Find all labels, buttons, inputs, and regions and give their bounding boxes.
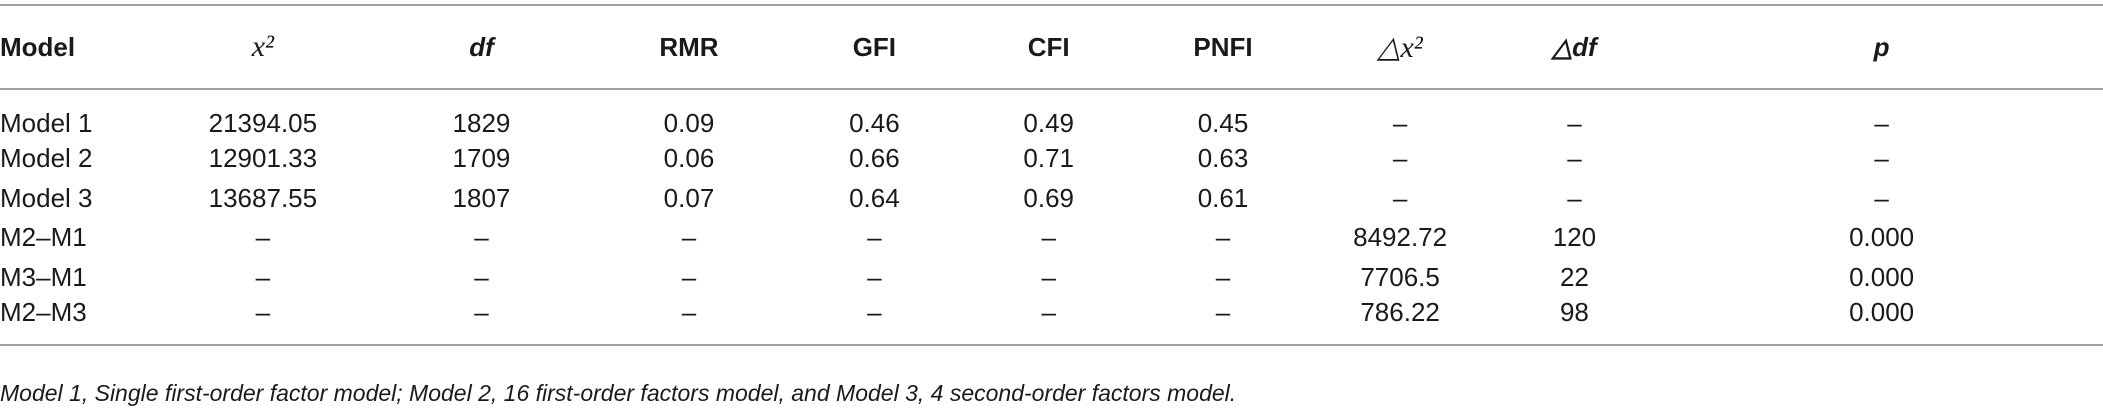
table-cell: 0.61 xyxy=(1197,182,1249,213)
table-cell: – xyxy=(785,297,963,346)
table-row: M2–M3– – – – – –786.22 98 0.000 xyxy=(0,297,2103,346)
row-label: Model 3 xyxy=(0,182,93,213)
row-label: Model 2 xyxy=(0,143,93,174)
table-cell: 13687.55 xyxy=(208,182,318,213)
table-cell: – xyxy=(255,222,271,253)
table-cell: 0.63 xyxy=(1197,143,1249,174)
table-cell: – xyxy=(681,261,697,292)
table-cell: 21394.05 xyxy=(208,108,318,138)
table-cell: – xyxy=(1874,143,1889,174)
table-body: Model 1 21394.05 1829 0.09 0.46 0.49 0.45– – – Mo… xyxy=(0,89,2103,346)
model-fit-table: Model x² df RMR GFI CFI PNFI △x² △df p Model 1 213… xyxy=(0,4,2103,346)
table-cell: 22 xyxy=(1559,261,1589,292)
table-cell: 0.66 xyxy=(849,143,900,174)
column-header: Model xyxy=(0,4,155,90)
table-row: Model 2 12901.33 1709 0.06 0.66 0.71 0.63 – – – xyxy=(0,139,2103,179)
table-cell: 0.07 xyxy=(663,182,715,213)
table-cell: 1807 xyxy=(452,182,511,213)
table-cell: 1709 xyxy=(452,143,511,174)
table-cell: – xyxy=(1567,143,1582,174)
table-cell: – xyxy=(474,261,489,292)
table-cell: – xyxy=(1567,182,1582,213)
table-cell: – xyxy=(1874,182,1889,213)
row-label: Model 1 xyxy=(0,108,93,138)
column-header: p xyxy=(1660,4,2103,90)
table-cell: – xyxy=(1392,182,1408,213)
row-label: M3–M1 xyxy=(0,261,87,292)
table-cell: – xyxy=(962,297,1135,346)
table-cell: 0.69 xyxy=(1023,182,1074,213)
column-header: △df xyxy=(1488,4,1661,90)
table-row: Model 1 21394.05 1829 0.09 0.46 0.49 0.45 – – – xyxy=(0,89,2103,139)
table-cell: – xyxy=(681,222,697,253)
table-cell: – xyxy=(1874,108,1889,138)
table-cell: – xyxy=(154,297,371,346)
table-cell: 0.000 xyxy=(1849,222,1915,253)
table-row: M3–M1 – – – – – – 7706.5 22 0.000 xyxy=(0,258,2103,298)
table-cell: – xyxy=(1392,143,1408,174)
table-cell: – xyxy=(1567,108,1582,138)
table-cell: – xyxy=(1392,108,1408,138)
table-row: M2–M1 – – – – – – 8492.72 120 0.000 xyxy=(0,218,2103,258)
table-cell: – xyxy=(474,222,489,253)
column-header: df xyxy=(370,4,593,90)
table-cell: – xyxy=(1134,297,1312,346)
table-cell: 0.71 xyxy=(1023,143,1074,174)
table-cell: 1829 xyxy=(452,108,511,138)
table-cell: 7706.5 xyxy=(1360,261,1440,292)
table-cell: – xyxy=(1041,261,1056,292)
table-cell: 0.46 xyxy=(849,108,900,138)
table-cell: 12901.33 xyxy=(208,143,318,174)
table-cell: 0.000 xyxy=(1660,297,2103,346)
column-header: x² xyxy=(154,4,371,90)
table-cell: – xyxy=(867,222,882,253)
table-cell: – xyxy=(1215,261,1231,292)
header-row: Model x² df RMR GFI CFI PNFI △x² △df p xyxy=(0,4,2103,90)
table-cell: – xyxy=(370,297,593,346)
table-cell: 8492.72 xyxy=(1353,222,1448,253)
table-cell: 786.22 xyxy=(1311,297,1489,346)
table-row: Model 3 13687.55 1807 0.07 0.64 0.69 0.61 – – – xyxy=(0,179,2103,219)
table-cell: – xyxy=(1041,222,1056,253)
column-header: GFI xyxy=(785,4,963,90)
table-cell: 0.64 xyxy=(849,182,900,213)
column-header: RMR xyxy=(592,4,786,90)
column-header: △x² xyxy=(1311,4,1489,90)
table-cell: 120 xyxy=(1552,222,1597,253)
table-cell: – xyxy=(255,261,271,292)
table-cell: 0.000 xyxy=(1849,261,1915,292)
table-cell: 0.49 xyxy=(1023,108,1074,138)
table-cell: – xyxy=(1215,222,1231,253)
column-header: CFI xyxy=(962,4,1135,90)
table-cell: 0.45 xyxy=(1197,108,1249,138)
table-cell: 0.06 xyxy=(663,143,715,174)
table-cell: 0.09 xyxy=(663,108,715,138)
table-cell: 98 xyxy=(1488,297,1661,346)
table-cell: – xyxy=(867,261,882,292)
column-header: PNFI xyxy=(1134,4,1312,90)
table-footnote: Model 1, Single first-order factor model… xyxy=(0,380,1237,406)
row-label: M2–M1 xyxy=(0,222,87,253)
row-label: M2–M3 xyxy=(0,297,155,346)
table-cell: – xyxy=(592,297,786,346)
